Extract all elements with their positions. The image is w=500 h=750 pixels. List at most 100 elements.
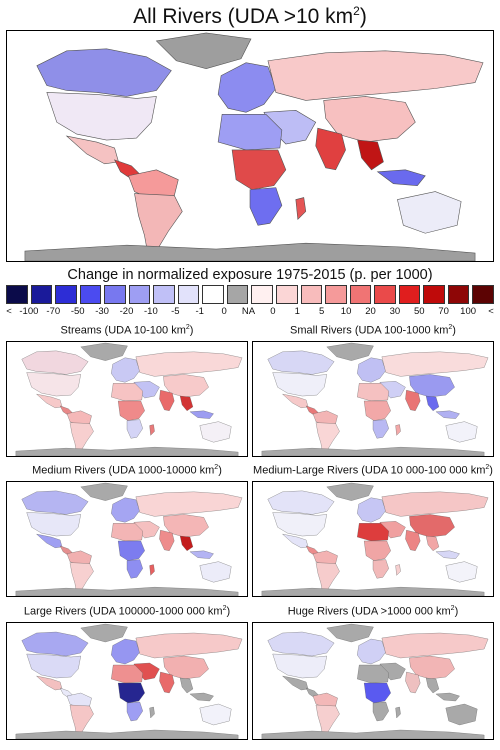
region-australia (199, 561, 232, 583)
region-canada (267, 631, 335, 657)
region-usa (272, 512, 327, 537)
region-india (159, 529, 175, 551)
legend-swatch (202, 285, 224, 304)
legend-label: -5 (171, 306, 180, 317)
region-australia (445, 703, 478, 726)
region-africa-north (357, 523, 389, 542)
main-title-suffix: ) (359, 5, 367, 28)
region-china (163, 374, 209, 398)
region-australia (445, 561, 478, 583)
panel-title-streams: Streams (UDA 10-100 km2) (60, 324, 194, 337)
region-indonesia (435, 692, 460, 702)
legend-label: -50 (70, 306, 85, 317)
legend-label: -1 (195, 306, 204, 317)
region-canada (267, 350, 335, 375)
region-china (163, 514, 209, 538)
legend-label: -10 (144, 306, 158, 317)
region-africa-south (126, 419, 143, 439)
region-na (15, 587, 239, 596)
region-mexico (36, 675, 63, 691)
region-africa-south (372, 701, 389, 722)
region-china (409, 374, 455, 398)
region-africa-central (363, 682, 391, 704)
region-india (405, 671, 421, 694)
legend-swatch (104, 285, 126, 304)
region-na (261, 729, 485, 739)
region-mexico (65, 135, 119, 165)
region-africa-south (126, 559, 143, 579)
region-se-asia (179, 535, 194, 551)
legend-swatch (30, 285, 53, 304)
region-na (15, 447, 239, 456)
region-usa (26, 512, 81, 537)
panel-title-small: Small Rivers (UDA 100-1000 km2) (290, 324, 456, 337)
panel-title-medium: Medium Rivers (UDA 1000-10000 km2) (32, 464, 222, 477)
region-africa-south (372, 559, 389, 579)
region-russia (267, 50, 484, 101)
region-europe (357, 638, 386, 665)
main-title-text: All Rivers (UDA >10 km (133, 5, 354, 28)
legend-swatch (6, 285, 28, 304)
map-large (6, 622, 248, 740)
legend-swatch (349, 285, 372, 304)
legend-label: 20 (365, 306, 376, 317)
region-europe (111, 638, 140, 665)
region-usa (272, 653, 327, 679)
region-india (159, 389, 175, 411)
legend-swatch (226, 285, 249, 304)
legend-swatch (300, 285, 323, 304)
legend-label: 70 (438, 306, 449, 317)
legend-swatch (447, 285, 470, 304)
region-china (409, 655, 455, 680)
map-streams (6, 341, 248, 457)
legend-swatch (251, 285, 274, 304)
region-mexico (282, 675, 309, 691)
region-indonesia (189, 550, 214, 559)
region-madagascar (149, 424, 155, 436)
region-africa-central (231, 149, 287, 190)
panel-title-large: Large Rivers (UDA 100000-1000 000 km2) (23, 605, 231, 618)
region-na (15, 729, 239, 739)
map-small (252, 341, 494, 457)
region-africa-central (117, 682, 145, 704)
region-india (159, 671, 175, 694)
legend-swatch (276, 285, 298, 304)
region-madagascar (395, 424, 401, 436)
region-na (326, 623, 374, 643)
region-indonesia (189, 692, 214, 702)
legend-label: -20 (119, 306, 134, 317)
legend-swatch (398, 285, 421, 304)
region-australia (199, 421, 232, 443)
region-africa-north (111, 523, 143, 542)
legend-swatches (6, 285, 494, 304)
region-canada (21, 490, 89, 515)
legend-label: 50 (414, 306, 425, 317)
legend-swatch (374, 285, 396, 304)
region-china (409, 514, 455, 538)
main-title: All Rivers (UDA >10 km2) (0, 4, 500, 29)
legend-swatch (55, 285, 77, 304)
region-africa-south (372, 419, 389, 439)
region-africa-central (117, 540, 145, 561)
region-africa-north (111, 664, 143, 684)
region-china (163, 655, 209, 680)
region-europe (357, 357, 386, 383)
region-india (405, 529, 421, 551)
region-usa (272, 372, 327, 397)
region-na (80, 482, 128, 501)
region-africa-central (117, 400, 145, 421)
region-australia (199, 703, 232, 726)
region-se-asia (179, 677, 194, 694)
region-india (315, 127, 346, 171)
legend-swatch (325, 285, 347, 304)
legend-label: 100 (460, 306, 477, 317)
region-mexico (36, 393, 63, 408)
region-europe (111, 357, 140, 383)
legend-label: -30 (95, 306, 109, 317)
legend-label: 30 (389, 306, 401, 317)
region-russia (381, 632, 489, 659)
legend-label: < (6, 306, 12, 317)
region-africa-south (126, 701, 143, 722)
region-se-asia (425, 677, 440, 694)
region-australia (445, 421, 478, 443)
